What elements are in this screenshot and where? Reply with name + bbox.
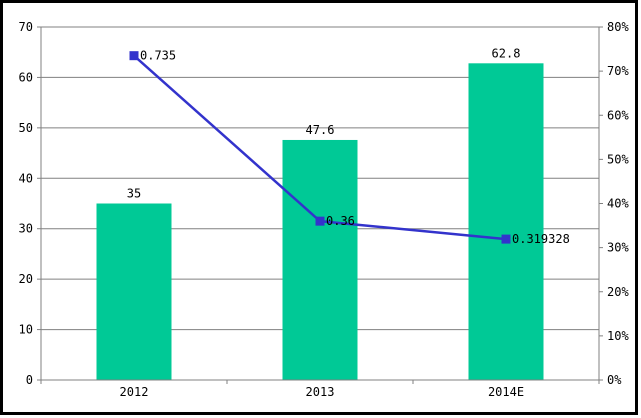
right-axis-tick-label: 80% — [607, 20, 629, 34]
right-axis-tick-label: 0% — [607, 373, 622, 387]
right-axis-tick-label: 50% — [607, 152, 629, 166]
line-value-label: 0.36 — [326, 214, 355, 228]
left-axis-tick-label: 70 — [19, 20, 33, 34]
category-label: 2013 — [306, 385, 335, 399]
category-label: 2012 — [120, 385, 149, 399]
line-marker — [501, 234, 511, 244]
line-marker — [315, 216, 325, 226]
line-value-label: 0.735 — [140, 49, 176, 63]
right-axis-tick-label: 40% — [607, 197, 629, 211]
left-axis-tick-label: 50 — [19, 121, 33, 135]
bar-value-label: 62.8 — [492, 46, 521, 60]
right-axis-tick-label: 60% — [607, 108, 629, 122]
bar-2013 — [282, 139, 358, 380]
line-marker — [129, 51, 139, 61]
line-value-label: 0.319328 — [512, 232, 570, 246]
bar-2014E — [468, 63, 544, 381]
left-axis-tick-label: 40 — [19, 171, 33, 185]
left-axis-tick-label: 10 — [19, 323, 33, 337]
combo-chart: 35 47.6 62.8 0 10 20 30 40 50 60 70 0% 10% 20% 30% 40% 5… — [19, 20, 630, 399]
left-axis-tick-label: 0 — [26, 373, 33, 387]
left-axis-tick-label: 30 — [19, 222, 33, 236]
left-axis-tick-label: 60 — [19, 70, 33, 84]
right-axis-tick-label: 10% — [607, 329, 629, 343]
right-axis-tick-label: 20% — [607, 285, 629, 299]
bar-2012 — [96, 203, 172, 380]
right-axis-tick-label: 70% — [607, 64, 629, 78]
right-axis-tick-label: 30% — [607, 241, 629, 255]
category-label: 2014E — [488, 385, 524, 399]
left-axis-tick-label: 20 — [19, 272, 33, 286]
bar-value-label: 47.6 — [306, 123, 335, 137]
bar-value-label: 35 — [127, 187, 141, 201]
